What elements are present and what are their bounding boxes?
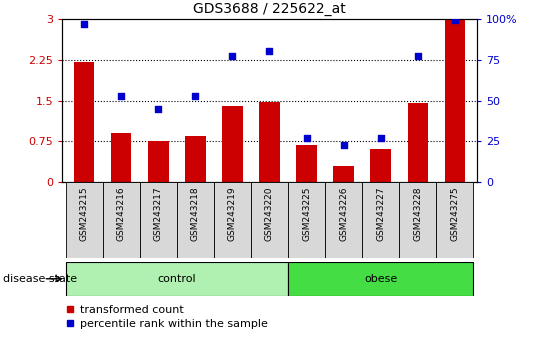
Bar [436,182,473,258]
Bar [148,141,169,182]
Bar [296,145,317,182]
Point [228,53,237,59]
Bar [334,166,354,182]
Bar [325,182,362,258]
Bar [288,182,325,258]
Bar [259,102,280,182]
Point [265,48,274,54]
Bar [111,133,132,182]
Point [376,135,385,141]
Point [80,21,88,27]
Text: GSM243228: GSM243228 [413,186,422,241]
Text: GSM243225: GSM243225 [302,186,311,241]
Bar [370,149,391,182]
Text: GSM243220: GSM243220 [265,186,274,241]
Text: GSM243226: GSM243226 [339,186,348,241]
Bar [288,262,473,296]
Bar [251,182,288,258]
Bar [66,182,103,258]
Bar [407,103,428,182]
Bar [74,62,94,182]
Title: GDS3688 / 225622_at: GDS3688 / 225622_at [193,2,346,16]
Text: GSM243275: GSM243275 [450,186,459,241]
Bar [362,182,399,258]
Text: obese: obese [364,274,397,284]
Point [191,93,199,98]
Point [154,106,163,112]
Text: GSM243216: GSM243216 [117,186,126,241]
Text: disease state: disease state [3,274,77,284]
Bar [140,182,177,258]
Text: GSM243217: GSM243217 [154,186,163,241]
Bar [399,182,436,258]
Bar [214,182,251,258]
Text: GSM243215: GSM243215 [80,186,89,241]
Bar [103,182,140,258]
Bar [177,182,214,258]
Bar [66,262,288,296]
Text: GSM243227: GSM243227 [376,186,385,241]
Bar [222,106,243,182]
Point [117,93,126,98]
Text: GSM243219: GSM243219 [228,186,237,241]
Bar [445,19,465,182]
Text: GSM243218: GSM243218 [191,186,200,241]
Text: control: control [157,274,196,284]
Point [340,142,348,148]
Bar [185,136,205,182]
Legend: transformed count, percentile rank within the sample: transformed count, percentile rank withi… [62,301,272,333]
Point [302,135,311,141]
Point [451,18,459,23]
Point [413,53,422,59]
